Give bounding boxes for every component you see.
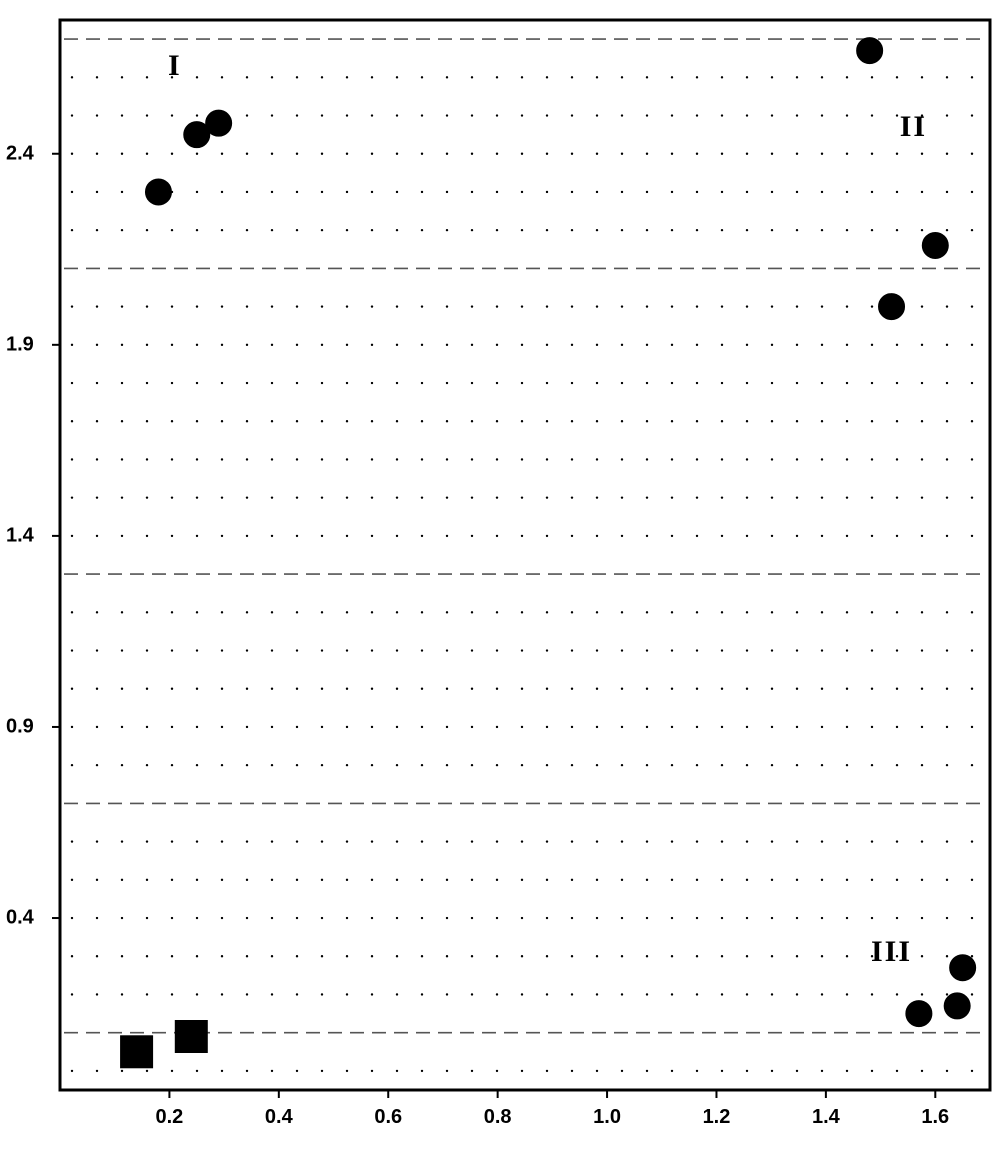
xtick-label: 1.0 bbox=[593, 1106, 621, 1129]
marker-circle bbox=[906, 1001, 932, 1027]
marker-square bbox=[121, 1036, 153, 1068]
marker-square bbox=[175, 1021, 207, 1053]
xtick-label: 0.8 bbox=[484, 1106, 512, 1129]
group-label: I bbox=[168, 49, 182, 83]
xtick-label: 0.6 bbox=[374, 1106, 402, 1129]
group-label: III bbox=[871, 935, 912, 969]
ytick-label: 2.4 bbox=[6, 142, 34, 165]
xtick-label: 1.4 bbox=[812, 1106, 840, 1129]
marker-circle bbox=[145, 179, 171, 205]
xtick-label: 1.6 bbox=[921, 1106, 949, 1129]
ytick-label: 1.4 bbox=[6, 524, 34, 547]
chart-svg bbox=[0, 0, 1004, 1161]
marker-circle bbox=[879, 294, 905, 320]
ytick-label: 1.9 bbox=[6, 333, 34, 356]
marker-circle bbox=[206, 110, 232, 136]
marker-circle bbox=[944, 993, 970, 1019]
scatter-chart: 0.2 0.4 0.6 0.8 1.0 1.2 1.4 1.6 0.4 0.9 1.4 1.9 2.4 I… bbox=[0, 0, 1004, 1161]
marker-circle bbox=[950, 955, 976, 981]
xtick-label: 0.4 bbox=[265, 1106, 293, 1129]
ytick-label: 0.4 bbox=[6, 907, 34, 930]
marker-circle bbox=[922, 232, 948, 258]
marker-circle bbox=[857, 38, 883, 64]
xtick-label: 0.2 bbox=[156, 1106, 184, 1129]
xtick-label: 1.2 bbox=[703, 1106, 731, 1129]
group-label: II bbox=[900, 110, 927, 144]
ytick-label: 0.9 bbox=[6, 715, 34, 738]
